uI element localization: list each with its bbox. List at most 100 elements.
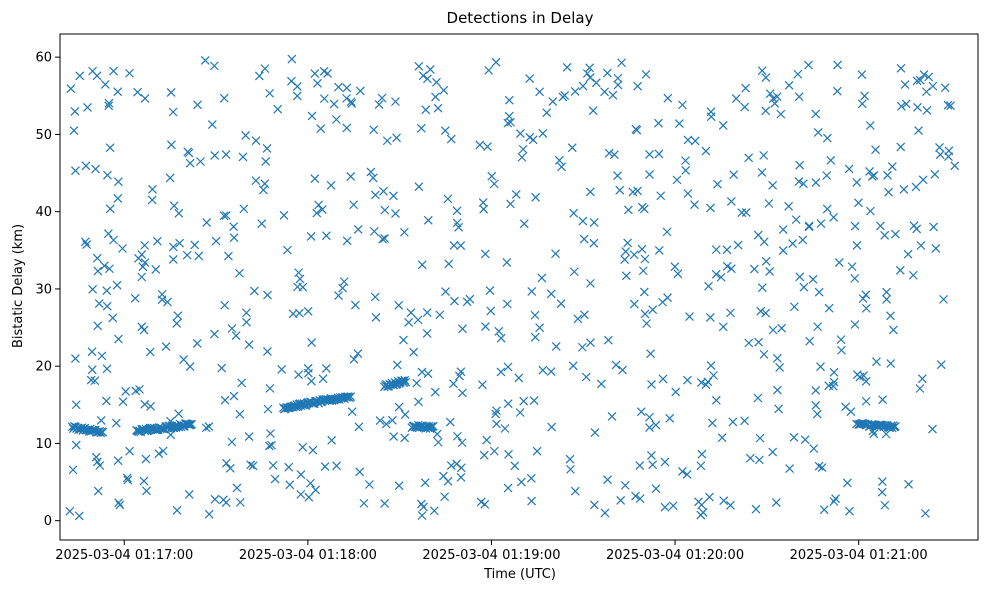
- detection-marker: [660, 502, 670, 512]
- detection-marker: [113, 177, 123, 187]
- detection-marker: [621, 247, 631, 257]
- detection-marker: [697, 449, 707, 459]
- detection-marker: [814, 461, 824, 471]
- detection-marker: [718, 322, 728, 332]
- detection-marker: [227, 324, 237, 333]
- detection-marker: [254, 71, 264, 81]
- detection-marker: [105, 264, 114, 274]
- detection-marker: [422, 308, 432, 317]
- detection-marker: [400, 410, 410, 419]
- detection-marker: [147, 195, 157, 205]
- detection-marker: [241, 131, 251, 140]
- detection-marker: [683, 189, 693, 198]
- detection-marker: [733, 240, 743, 250]
- detection-marker: [260, 64, 270, 74]
- detection-marker: [872, 357, 881, 367]
- detection-marker: [220, 300, 230, 310]
- detection-marker: [109, 235, 118, 245]
- detection-marker: [182, 250, 192, 260]
- detection-marker: [184, 489, 194, 499]
- detection-marker: [401, 377, 411, 387]
- detection-marker: [645, 150, 654, 159]
- detection-marker: [608, 90, 618, 100]
- detection-marker: [416, 123, 426, 133]
- detection-marker: [651, 420, 661, 430]
- detection-marker: [896, 142, 906, 152]
- detection-marker: [785, 464, 795, 473]
- detection-marker: [665, 413, 675, 423]
- detection-marker: [813, 128, 823, 137]
- detection-marker: [353, 225, 363, 234]
- detection-marker: [542, 108, 552, 118]
- detection-marker: [292, 91, 302, 101]
- detection-marker: [338, 283, 348, 293]
- detection-marker: [262, 144, 272, 153]
- detection-marker: [922, 87, 931, 97]
- detection-marker: [719, 496, 729, 506]
- detection-marker: [504, 111, 514, 121]
- detection-marker: [946, 101, 955, 111]
- detection-marker: [165, 173, 175, 183]
- detection-marker: [346, 392, 356, 401]
- detection-marker: [88, 66, 97, 76]
- detection-marker: [77, 423, 87, 433]
- detection-marker: [306, 376, 316, 386]
- detection-marker: [658, 297, 667, 307]
- detection-marker: [70, 107, 80, 116]
- detection-marker: [377, 93, 387, 103]
- detection-marker: [928, 424, 937, 434]
- detection-marker: [824, 381, 834, 391]
- detection-marker: [419, 502, 428, 512]
- detection-marker: [210, 151, 220, 160]
- detection-marker: [842, 478, 852, 488]
- detection-marker: [756, 306, 766, 316]
- detection-marker: [369, 226, 379, 236]
- y-tick-label: 60: [35, 51, 52, 66]
- x-tick-label: 2025-03-04 01:20:00: [606, 548, 744, 563]
- detection-marker: [284, 462, 294, 472]
- detection-marker: [791, 215, 801, 225]
- detection-marker: [342, 83, 352, 93]
- detection-marker: [586, 278, 595, 288]
- detection-marker: [799, 179, 808, 189]
- detection-marker: [140, 93, 150, 103]
- detection-marker: [201, 423, 211, 433]
- detection-marker: [238, 152, 248, 162]
- detection-marker: [103, 229, 113, 239]
- detection-marker: [615, 185, 625, 195]
- y-tick-label: 20: [35, 360, 52, 375]
- x-tick-label: 2025-03-04 01:19:00: [422, 548, 560, 563]
- detection-marker: [440, 126, 450, 136]
- detection-marker: [306, 478, 315, 488]
- y-tick-label: 10: [35, 437, 52, 452]
- detection-marker: [277, 364, 287, 374]
- detection-marker: [919, 70, 929, 79]
- detection-marker: [449, 240, 459, 250]
- detection-marker: [389, 432, 399, 441]
- detection-marker: [529, 396, 539, 406]
- detection-marker: [950, 161, 960, 171]
- detection-marker: [368, 173, 378, 183]
- detection-marker: [83, 103, 92, 112]
- detection-marker: [757, 168, 767, 177]
- detection-marker: [819, 505, 829, 515]
- detection-marker: [319, 66, 329, 76]
- detection-marker: [422, 328, 432, 338]
- detection-marker: [313, 78, 322, 88]
- detection-marker: [380, 234, 390, 243]
- detection-marker: [450, 296, 459, 306]
- detection-marker: [321, 231, 331, 241]
- detection-marker: [342, 236, 352, 246]
- detection-marker: [130, 293, 140, 303]
- detection-marker: [80, 237, 90, 247]
- detection-marker: [174, 208, 184, 218]
- detection-marker: [604, 148, 614, 158]
- detection-marker: [142, 486, 151, 496]
- detection-marker: [755, 433, 765, 443]
- detection-marker: [104, 101, 114, 111]
- detection-marker: [816, 219, 826, 229]
- detection-marker: [811, 109, 821, 119]
- detection-marker: [850, 320, 860, 329]
- detection-marker: [891, 229, 900, 239]
- detection-marker: [102, 286, 112, 296]
